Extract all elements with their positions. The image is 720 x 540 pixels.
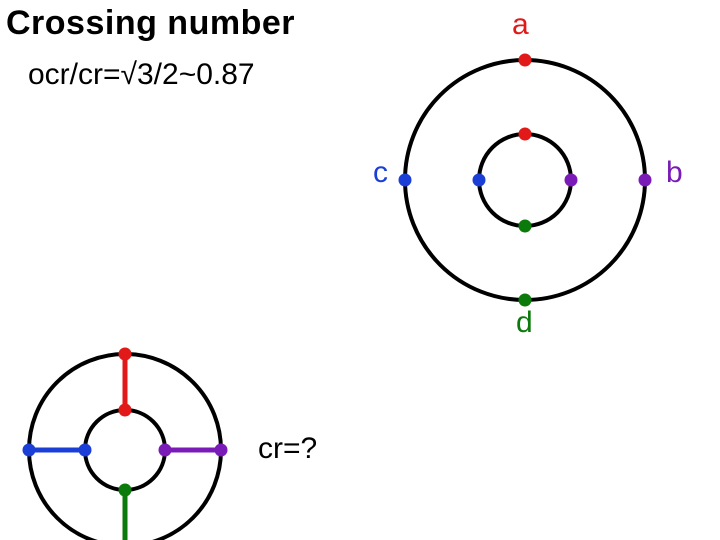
label-d: d (516, 306, 533, 340)
diagram-svg (0, 0, 720, 540)
label-a: a (512, 8, 529, 42)
diagram-stage: Crossing number ocr/cr=√3/2~0.87 cr=? a … (0, 0, 720, 540)
label-b: b (666, 156, 683, 190)
label-c: c (373, 156, 388, 190)
